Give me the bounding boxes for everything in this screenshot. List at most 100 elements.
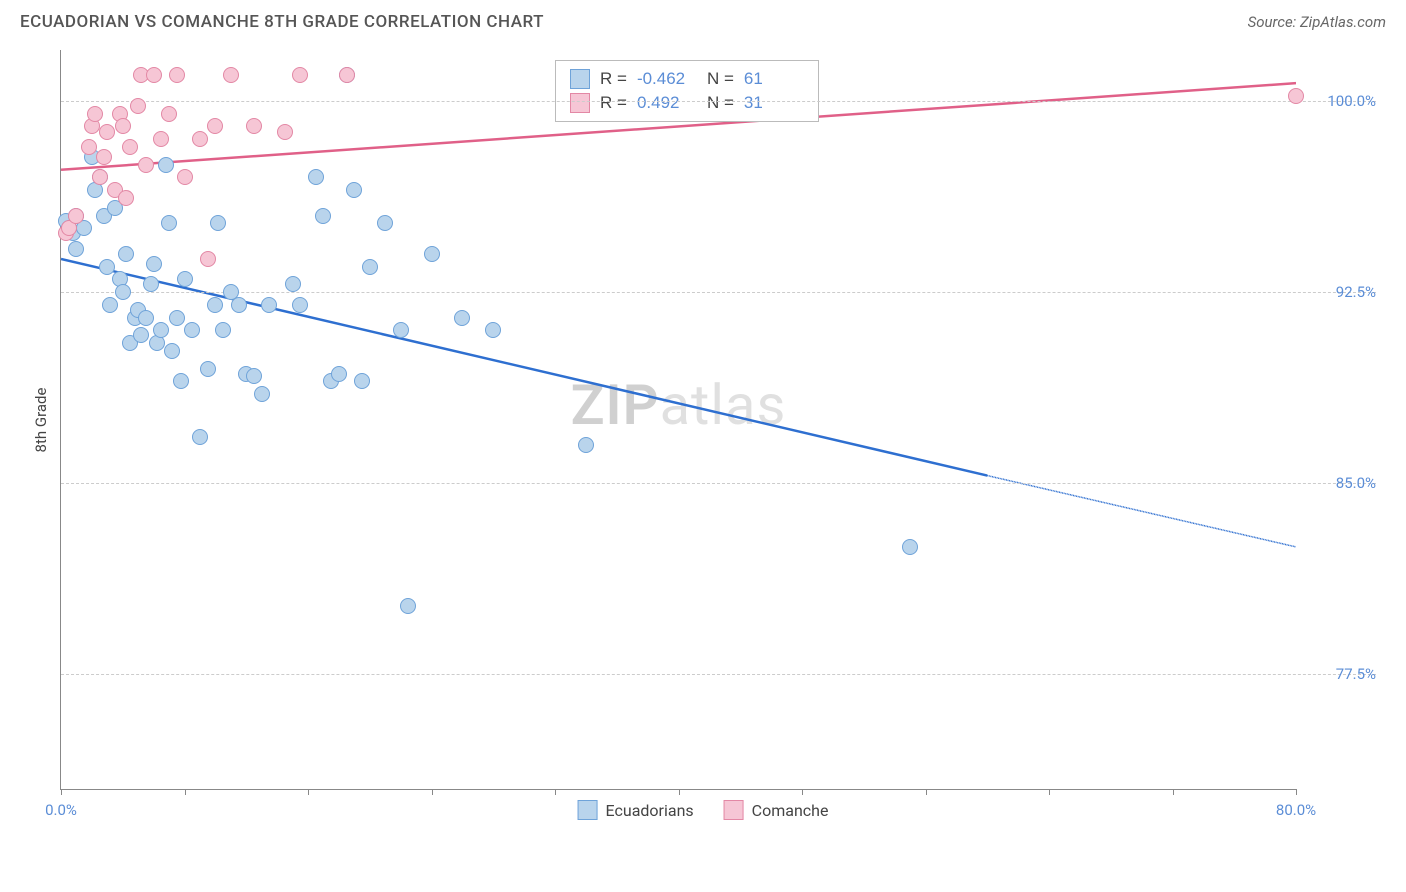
- x-tick: [185, 789, 186, 795]
- grid-line: [61, 674, 1376, 675]
- x-tick: [1049, 789, 1050, 795]
- data-point: [210, 215, 226, 231]
- data-point: [184, 322, 200, 338]
- data-point: [164, 343, 180, 359]
- trend-lines-svg: [61, 50, 1296, 789]
- data-point: [207, 297, 223, 313]
- x-tick: [1173, 789, 1174, 795]
- data-point: [578, 437, 594, 453]
- data-point: [96, 149, 112, 165]
- data-point: [400, 598, 416, 614]
- data-point: [346, 182, 362, 198]
- data-point: [158, 157, 174, 173]
- data-point: [118, 190, 134, 206]
- data-point: [146, 256, 162, 272]
- legend-item: Comanche: [724, 800, 829, 820]
- data-point: [102, 297, 118, 313]
- chart-title: ECUADORIAN VS COMANCHE 8TH GRADE CORRELA…: [20, 12, 544, 32]
- data-point: [315, 208, 331, 224]
- watermark-part1: ZIP: [571, 372, 660, 438]
- x-tick-label: 80.0%: [1276, 801, 1316, 819]
- data-point: [215, 322, 231, 338]
- data-point: [377, 215, 393, 231]
- data-point: [99, 259, 115, 275]
- data-point: [308, 169, 324, 185]
- correlation-row: R =-0.462N =61: [570, 67, 804, 91]
- legend-swatch: [570, 69, 590, 89]
- data-point: [68, 241, 84, 257]
- legend-item: Ecuadorians: [578, 800, 694, 820]
- data-point: [169, 67, 185, 83]
- data-point: [81, 139, 97, 155]
- y-tick-label: 100.0%: [1306, 92, 1376, 110]
- chart-header: ECUADORIAN VS COMANCHE 8TH GRADE CORRELA…: [0, 0, 1406, 40]
- y-tick-label: 92.5%: [1306, 283, 1376, 301]
- data-point: [902, 539, 918, 555]
- data-point: [485, 322, 501, 338]
- x-tick: [432, 789, 433, 795]
- grid-line: [61, 483, 1376, 484]
- plot-area: 8th Grade ZIPatlas R =-0.462N =61R =0.49…: [60, 50, 1296, 790]
- grid-line: [61, 292, 1376, 293]
- data-point: [161, 215, 177, 231]
- x-tick: [308, 789, 309, 795]
- data-point: [277, 124, 293, 140]
- r-label: R =: [600, 93, 627, 113]
- data-point: [177, 271, 193, 287]
- x-tick: [926, 789, 927, 795]
- n-value: 31: [744, 93, 804, 113]
- x-tick: [1296, 789, 1297, 795]
- data-point: [192, 429, 208, 445]
- data-point: [331, 366, 347, 382]
- data-point: [99, 124, 115, 140]
- data-point: [68, 208, 84, 224]
- data-point: [118, 246, 134, 262]
- chart-container: 8th Grade ZIPatlas R =-0.462N =61R =0.49…: [20, 40, 1386, 830]
- data-point: [254, 386, 270, 402]
- n-value: 61: [744, 69, 804, 89]
- correlation-legend: R =-0.462N =61R =0.492N =31: [555, 60, 819, 122]
- legend-swatch: [724, 800, 744, 820]
- data-point: [362, 259, 378, 275]
- data-point: [393, 322, 409, 338]
- data-point: [424, 246, 440, 262]
- data-point: [130, 98, 146, 114]
- legend-label: Ecuadorians: [606, 801, 694, 820]
- data-point: [146, 67, 162, 83]
- x-tick: [802, 789, 803, 795]
- data-point: [115, 284, 131, 300]
- series-legend: Ecuadorians Comanche: [578, 800, 829, 820]
- data-point: [177, 169, 193, 185]
- legend-label: Comanche: [752, 801, 829, 820]
- data-point: [173, 373, 189, 389]
- r-value: -0.462: [637, 69, 697, 89]
- r-label: R =: [600, 69, 627, 89]
- data-point: [115, 118, 131, 134]
- data-point: [122, 139, 138, 155]
- data-point: [133, 327, 149, 343]
- watermark-part2: atlas: [660, 372, 787, 438]
- x-tick: [555, 789, 556, 795]
- data-point: [169, 310, 185, 326]
- data-point: [285, 276, 301, 292]
- legend-swatch: [578, 800, 598, 820]
- data-point: [92, 169, 108, 185]
- data-point: [192, 131, 208, 147]
- data-point: [261, 297, 277, 313]
- x-tick: [679, 789, 680, 795]
- data-point: [354, 373, 370, 389]
- data-point: [292, 297, 308, 313]
- data-point: [246, 118, 262, 134]
- y-axis-label: 8th Grade: [32, 387, 50, 452]
- data-point: [143, 276, 159, 292]
- legend-swatch: [570, 93, 590, 113]
- data-point: [1288, 88, 1304, 104]
- data-point: [138, 310, 154, 326]
- data-point: [138, 157, 154, 173]
- data-point: [223, 67, 239, 83]
- source-label: Source: ZipAtlas.com: [1248, 13, 1386, 31]
- data-point: [200, 361, 216, 377]
- data-point: [292, 67, 308, 83]
- data-point: [207, 118, 223, 134]
- data-point: [87, 106, 103, 122]
